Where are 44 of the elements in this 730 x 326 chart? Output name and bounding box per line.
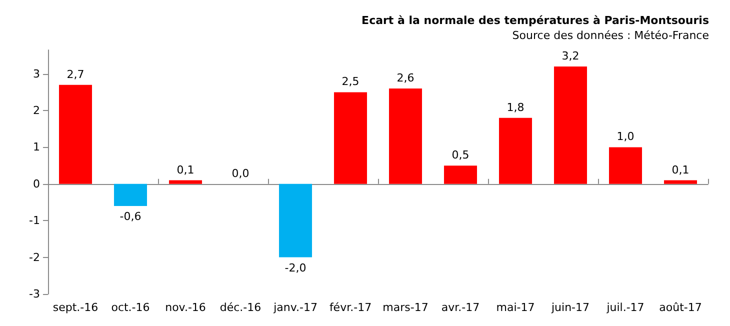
- data-label: 2,6: [396, 72, 414, 85]
- data-label: 1,8: [506, 100, 524, 114]
- data-label: 0,5: [452, 148, 470, 162]
- x-tick-label: mai-17: [496, 301, 535, 314]
- y-tick-label: -3: [29, 288, 40, 300]
- data-label: 0,1: [672, 163, 690, 176]
- bar: [609, 147, 642, 184]
- data-label: 1,0: [616, 130, 634, 144]
- y-tick-label: 1: [33, 140, 40, 154]
- x-tick-label: déc.-16: [220, 301, 262, 314]
- y-tick-label: 0: [33, 177, 40, 190]
- x-tick-label: oct.-16: [111, 301, 150, 314]
- data-label: 0,1: [176, 163, 194, 176]
- y-tick-label: -2: [29, 250, 40, 264]
- y-tick-label: 3: [33, 67, 40, 80]
- chart-subtitle: Source des données : Météo-France: [512, 29, 710, 42]
- x-tick-label: mars-17: [382, 301, 428, 314]
- data-label: -2,0: [284, 261, 306, 274]
- x-tick-label: sept.-16: [52, 301, 98, 314]
- bar: [554, 66, 587, 184]
- bar: [499, 118, 532, 184]
- data-label: 0,0: [232, 166, 250, 180]
- bar: [169, 180, 202, 184]
- x-tick-label: juin-17: [550, 301, 590, 314]
- bar: [664, 180, 697, 184]
- x-tick-label: févr.-17: [329, 301, 372, 314]
- bar: [114, 184, 147, 206]
- x-tick-label: nov.-16: [165, 301, 206, 314]
- bar: [279, 184, 312, 258]
- data-label: -0,6: [120, 210, 142, 223]
- y-tick-label: -1: [29, 214, 40, 228]
- bar: [389, 88, 422, 184]
- x-tick-label: juil.-17: [606, 301, 644, 314]
- chart-title: Ecart à la normale des températures à Paris-Montsouris: [362, 14, 710, 27]
- x-tick-label: avr.-17: [441, 301, 480, 314]
- data-label: 2,5: [342, 75, 360, 88]
- data-label: 3,2: [562, 50, 580, 63]
- bar: [59, 84, 92, 184]
- bar: [444, 166, 477, 184]
- x-tick-label: août-17: [659, 301, 702, 314]
- y-tick-label: 2: [33, 104, 40, 118]
- bar: [334, 92, 367, 184]
- x-tick-label: janv.-17: [272, 301, 318, 314]
- data-label: 2,7: [66, 68, 84, 81]
